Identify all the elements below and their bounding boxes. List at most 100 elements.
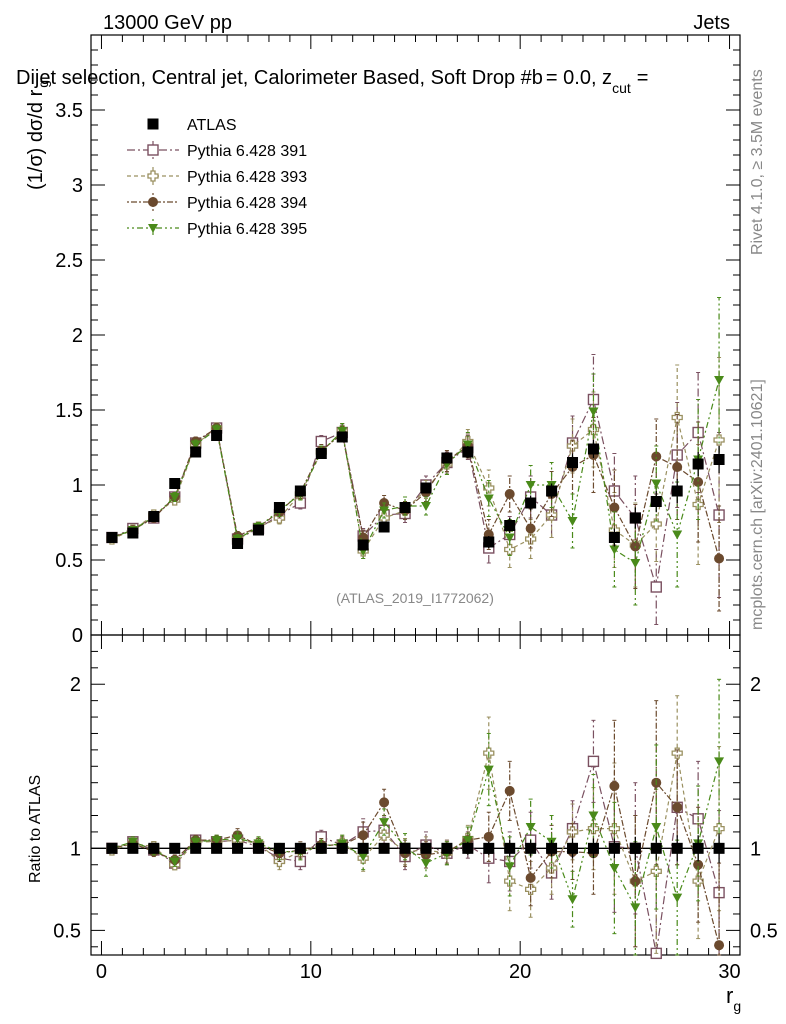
data-point-atlas — [252, 842, 264, 854]
data-point-atlas — [127, 842, 139, 854]
legend-label-p394: Pythia 6.428 394 — [187, 195, 307, 212]
data-point-atlas — [692, 842, 704, 854]
data-point-atlas — [357, 539, 369, 551]
data-point-pythia-393 — [671, 747, 683, 759]
x-tick-label: 0 — [96, 961, 107, 983]
data-point-pythia-394 — [483, 831, 494, 842]
data-point-pythia-393 — [566, 826, 579, 838]
data-point-atlas — [629, 512, 641, 524]
data-point-atlas — [546, 842, 558, 854]
data-point-pythia-395 — [672, 530, 683, 540]
data-point-pythia-395 — [588, 811, 599, 821]
rivet-label: Rivet 4.1.0, ≥ 3.5M events — [749, 69, 766, 255]
ratio-panel-frame — [90, 634, 741, 956]
series-p395 — [106, 678, 725, 956]
data-point-atlas — [587, 443, 599, 455]
data-point-pythia-395 — [169, 857, 180, 867]
data-point-atlas — [608, 532, 620, 543]
data-point-pythia-394 — [672, 462, 683, 472]
data-point-pythia-395 — [420, 502, 431, 511]
data-point-atlas — [420, 842, 432, 854]
data-point-pythia-395 — [567, 895, 578, 905]
data-point-atlas — [713, 842, 725, 854]
data-point-pythia-395 — [148, 224, 158, 233]
data-point-pythia-394 — [714, 940, 725, 951]
y-tick-label-top: 2.5 — [55, 250, 83, 272]
data-point-atlas — [232, 842, 244, 854]
data-point-pythia-394 — [525, 523, 536, 534]
data-point-atlas — [525, 842, 537, 854]
data-point-atlas — [252, 524, 264, 536]
series-line-p393 — [111, 417, 720, 553]
x-tick-label: 20 — [509, 961, 531, 983]
legend-label-p393: Pythia 6.428 393 — [187, 169, 307, 186]
series-p393 — [106, 695, 725, 954]
data-point-pythia-393 — [650, 518, 662, 530]
data-point-pythia-394 — [630, 876, 641, 887]
data-point-pythia-395 — [651, 479, 662, 489]
header-left: 13000 GeV pp — [103, 12, 232, 34]
data-point-pythia-395 — [462, 440, 473, 450]
series-atlas — [106, 833, 725, 864]
data-point-atlas — [441, 842, 453, 854]
data-point-pythia-395 — [714, 757, 725, 767]
data-point-atlas — [671, 842, 683, 854]
data-point-atlas — [504, 842, 516, 854]
data-point-atlas — [399, 842, 411, 854]
y-tick-label-ratio: 0.5 — [53, 920, 81, 942]
mcplots-label: mcplots.cern.ch [arXiv:2401.10621] — [749, 379, 766, 630]
series-p393 — [106, 357, 725, 588]
data-point-atlas — [378, 521, 390, 533]
data-point-atlas — [525, 497, 537, 509]
series-line-p395 — [111, 379, 720, 564]
series-line-p393 — [111, 753, 720, 891]
data-point-atlas — [211, 842, 223, 854]
y-tick-label-top: 3 — [72, 175, 83, 197]
plot-title: Dijet selection, Central jet, Calorimete… — [16, 67, 648, 96]
data-point-atlas — [106, 532, 118, 543]
data-point-pythia-394 — [609, 502, 620, 513]
data-point-pythia-395 — [358, 852, 369, 862]
legend-label-atlas: ATLAS — [187, 117, 237, 134]
x-tick-label: 30 — [718, 961, 740, 983]
data-point-pythia-395 — [714, 376, 725, 385]
data-point-atlas — [315, 448, 327, 459]
series-p391 — [106, 354, 725, 625]
y-tick-label-top: 2 — [72, 325, 83, 347]
data-point-atlas — [483, 536, 495, 548]
data-point-pythia-395 — [190, 440, 201, 450]
data-point-pythia-395 — [483, 494, 494, 504]
data-point-atlas — [629, 842, 641, 854]
data-point-pythia-393 — [713, 434, 725, 446]
data-point-pythia-395 — [379, 818, 390, 828]
y-axis-label-top: (1/σ) dσ/d rg — [25, 80, 51, 190]
y-tick-label-top: 1.5 — [55, 400, 83, 422]
data-point-atlas — [211, 430, 223, 441]
data-point-atlas — [148, 511, 160, 522]
data-point-atlas — [273, 502, 285, 513]
top-panel-series — [106, 297, 725, 625]
legend-label-p395: Pythia 6.428 395 — [187, 221, 307, 238]
y-tick-label-top: 1 — [72, 475, 83, 497]
data-point-atlas — [273, 842, 285, 854]
analysis-watermark: (ATLAS_2019_I1772062) — [336, 590, 494, 606]
data-point-pythia-395 — [609, 545, 620, 555]
y-axis-label-ratio: Ratio to ATLAS — [27, 775, 44, 883]
data-point-pythia-394 — [651, 451, 662, 462]
y-tick-label-top: 0 — [72, 625, 83, 647]
data-point-pythia-391 — [650, 581, 662, 593]
data-point-pythia-394 — [693, 477, 704, 487]
data-point-atlas — [483, 842, 495, 854]
data-point-atlas — [169, 478, 181, 489]
data-point-pythia-395 — [379, 506, 390, 516]
data-point-pythia-394 — [609, 780, 620, 791]
data-point-atlas — [713, 454, 725, 465]
data-point-atlas — [608, 842, 620, 854]
data-point-atlas — [692, 458, 704, 470]
data-point-pythia-395 — [190, 837, 201, 847]
data-point-pythia-395 — [525, 823, 536, 832]
data-point-pythia-395 — [630, 559, 641, 568]
data-point-atlas — [336, 431, 348, 443]
data-point-pythia-394 — [148, 197, 158, 207]
data-point-atlas — [587, 842, 599, 854]
